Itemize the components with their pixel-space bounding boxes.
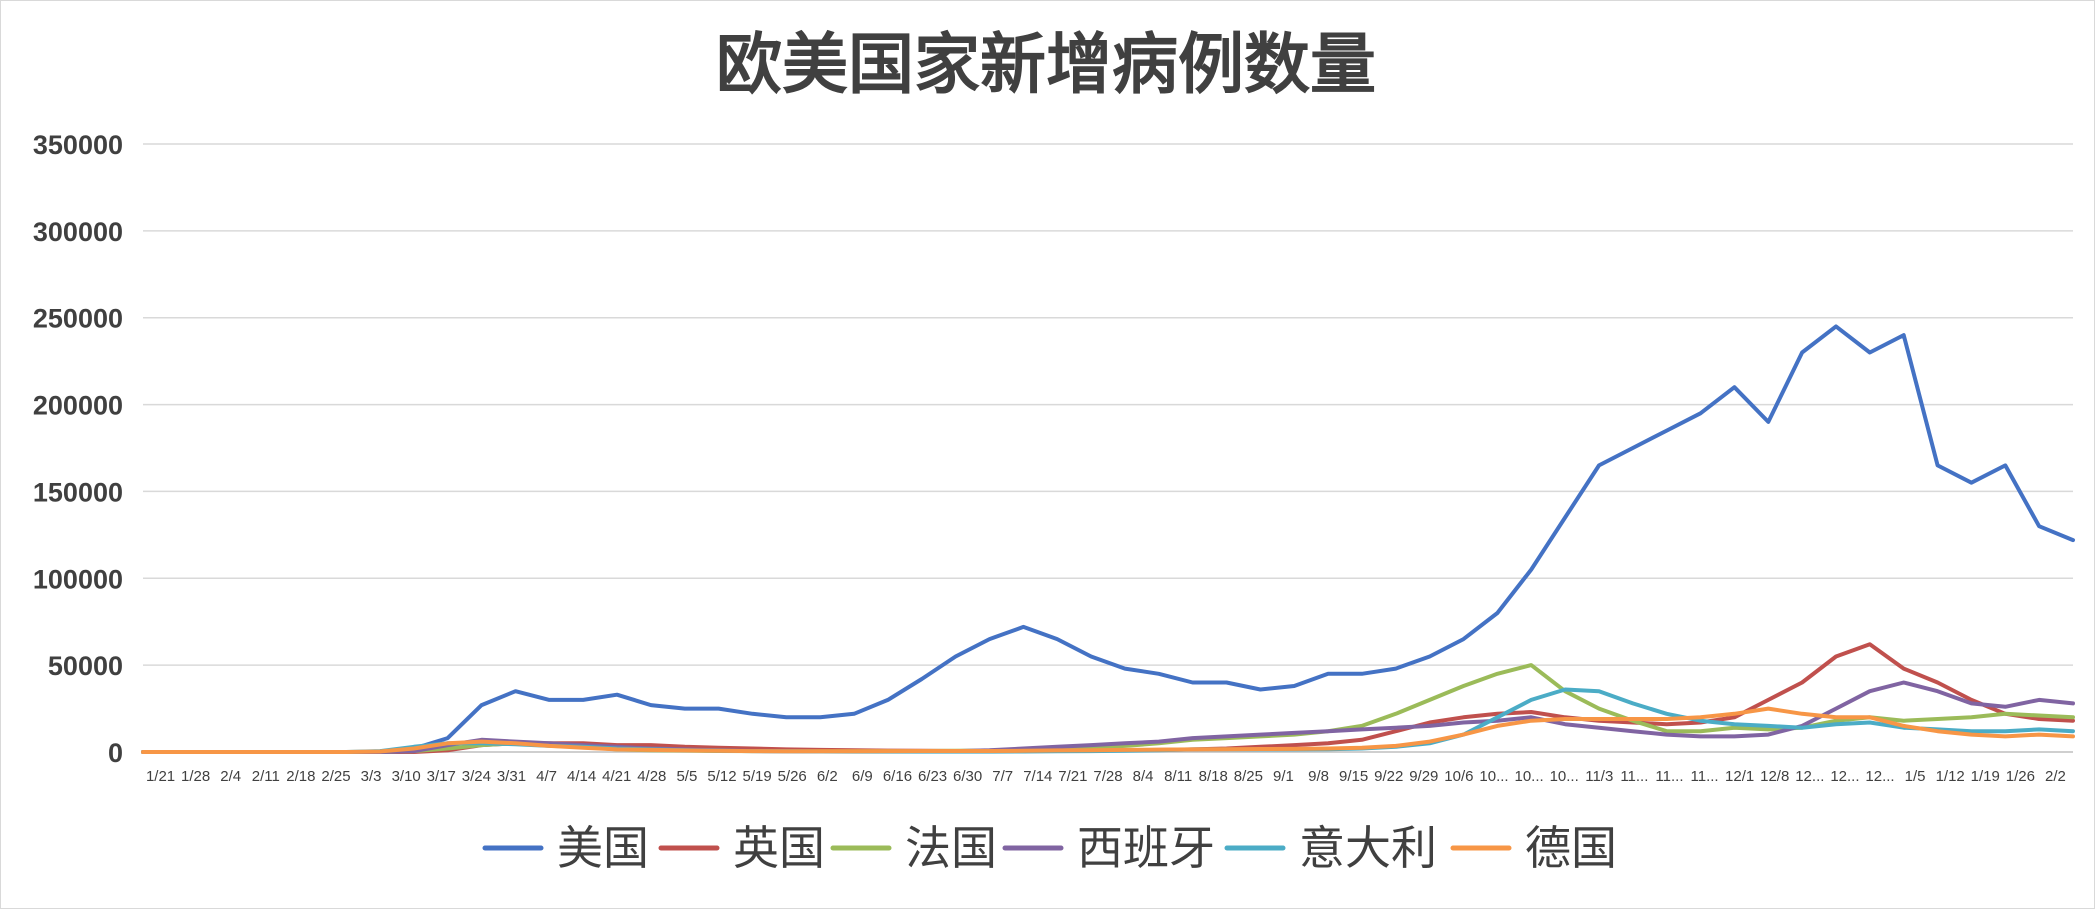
x-tick-label: 12... [1865, 768, 1894, 785]
legend-item: 德国 [1450, 821, 1617, 875]
x-tick-label: 11... [1691, 768, 1719, 785]
grid-lines [143, 143, 2073, 666]
x-tick-label: 3/10 [392, 768, 421, 785]
x-tick-label: 6/16 [883, 768, 912, 785]
x-tick-label: 11... [1620, 768, 1648, 785]
x-tick-label: 3/17 [427, 768, 456, 785]
x-tick-label: 5/5 [676, 768, 697, 785]
x-tick-label: 2/11 [252, 768, 280, 785]
x-tick-label: 9/8 [1308, 768, 1329, 785]
chart-title: 欧美国家新增病例数量 [716, 25, 1376, 103]
x-tick-label: 1/26 [2006, 768, 2035, 785]
x-tick-label: 6/9 [852, 768, 873, 785]
x-tick-label: 1/12 [1936, 768, 1965, 785]
x-tick-label: 12... [1830, 768, 1859, 785]
legend-item: 意大利 [1224, 821, 1437, 875]
x-tick-label: 4/28 [637, 768, 666, 785]
series-line-1 [141, 324, 2075, 754]
legend-item: 美国 [482, 821, 649, 875]
x-tick-label: 3/24 [462, 768, 491, 785]
x-tick-label: 6/23 [918, 768, 947, 785]
x-tick-label: 8/11 [1164, 768, 1192, 785]
x-tick-label: 9/29 [1409, 768, 1438, 785]
x-tick-label: 2/25 [321, 768, 350, 785]
x-tick-label: 1/21 [146, 768, 175, 785]
x-tick-label: 10/6 [1444, 768, 1473, 785]
y-tick-label: 350000 [33, 130, 123, 160]
x-tick-label: 8/4 [1133, 768, 1154, 785]
legend-label: 英国 [733, 821, 825, 875]
x-tick-label: 12... [1795, 768, 1824, 785]
x-tick-label: 5/26 [778, 768, 807, 785]
series-line-6 [141, 706, 2075, 754]
legend-label: 法国 [905, 821, 997, 875]
y-tick-label: 100000 [33, 564, 123, 594]
legend-item: 西班牙 [1002, 821, 1215, 875]
legend-label: 美国 [557, 821, 649, 875]
x-tick-label: 9/15 [1339, 768, 1368, 785]
x-tick-label: 4/21 [602, 768, 631, 785]
x-tick-label: 6/2 [817, 768, 838, 785]
series-line-3 [141, 663, 2075, 754]
x-tick-label: 1/28 [181, 768, 210, 785]
x-tick-label: 4/14 [567, 768, 596, 785]
x-tick-label: 7/21 [1058, 768, 1087, 785]
x-tick-label: 11... [1655, 768, 1683, 785]
x-tick-label: 3/31 [497, 768, 526, 785]
x-tick-label: 12/1 [1725, 768, 1754, 785]
x-tick-label: 5/12 [707, 768, 736, 785]
x-tick-label: 9/1 [1273, 768, 1294, 785]
x-tick-label: 10... [1514, 768, 1543, 785]
y-tick-label: 50000 [48, 651, 123, 681]
x-tick-label: 1/5 [1905, 768, 1926, 785]
series-lines [141, 324, 2075, 754]
legend-label: 意大利 [1299, 821, 1437, 875]
x-tick-label: 10... [1550, 768, 1579, 785]
legend-item: 法国 [830, 821, 997, 875]
x-tick-label: 12/8 [1760, 768, 1789, 785]
x-tick-label: 6/30 [953, 768, 982, 785]
x-tick-label: 2/4 [220, 768, 241, 785]
y-tick-label: 300000 [33, 217, 123, 247]
x-tick-label: 11/3 [1585, 768, 1613, 785]
x-tick-label: 8/25 [1234, 768, 1263, 785]
x-tick-label: 2/18 [286, 768, 315, 785]
x-tick-label: 5/19 [742, 768, 771, 785]
y-tick-label: 0 [108, 738, 123, 768]
x-tick-label: 2/2 [2045, 768, 2066, 785]
legend-item: 英国 [658, 821, 825, 875]
x-axis-tick-labels: 1/21 1/28 2/4 2/11 2/18 2/25 3/3 3/10 3/17 3/24 3/… [146, 768, 2066, 785]
y-tick-label: 200000 [33, 391, 123, 421]
x-tick-label: 7/7 [992, 768, 1013, 785]
x-tick-label: 3/3 [361, 768, 382, 785]
x-tick-label: 8/18 [1199, 768, 1228, 785]
y-axis-tick-labels: 0 50000 100000 150000 200000 250000 300000 3500… [33, 130, 123, 768]
legend-label: 德国 [1525, 821, 1617, 875]
y-tick-label: 150000 [33, 477, 123, 507]
y-tick-label: 250000 [33, 304, 123, 334]
x-tick-label: 10... [1479, 768, 1508, 785]
legend-label: 西班牙 [1077, 821, 1215, 875]
legend: 美国 英国 法国 西班牙 意大利 德国 [482, 821, 1617, 875]
x-tick-label: 9/22 [1374, 768, 1403, 785]
x-tick-label: 4/7 [536, 768, 557, 785]
x-tick-label: 7/28 [1093, 768, 1122, 785]
x-tick-label: 7/14 [1023, 768, 1052, 785]
x-tick-label: 1/19 [1971, 768, 2000, 785]
